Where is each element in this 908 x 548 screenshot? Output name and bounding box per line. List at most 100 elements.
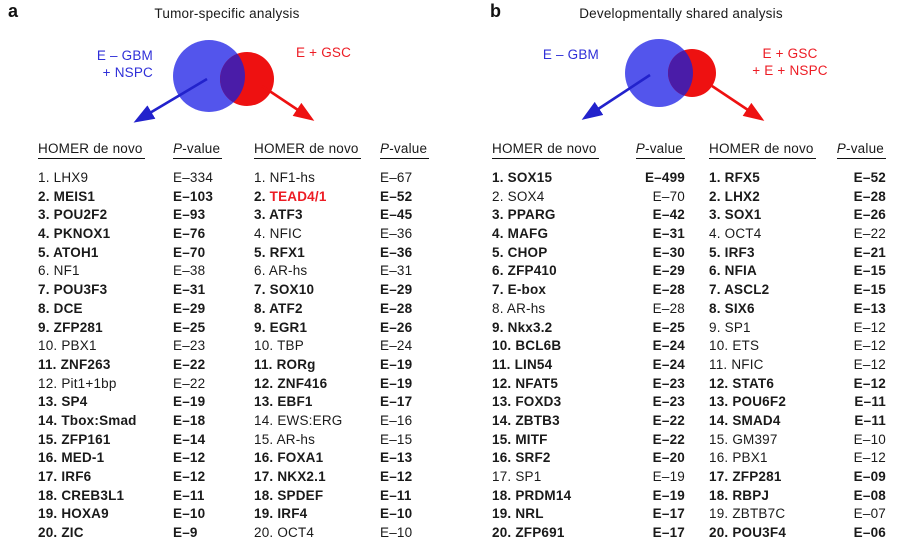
motif-label: SPDEF <box>277 487 324 503</box>
motif-rank: 12. <box>709 375 733 391</box>
table-row: 18. CREB3L1 E–11 <box>38 487 235 506</box>
motif-name: 20. OCT4 <box>254 524 380 543</box>
motif-rank: 6. <box>254 263 269 279</box>
motif-name: 12. ZNF416 <box>254 375 380 394</box>
motif-name: 17. SP1 <box>492 468 617 487</box>
table-row: 1. NF1-hs E–67 <box>254 169 442 188</box>
motif-rank: 7. <box>492 282 508 298</box>
motif-label: ZFP281 <box>53 319 103 335</box>
motif-rank: 12. <box>254 375 278 391</box>
motif-name: 6. NF1 <box>38 262 173 281</box>
p-value: E–14 <box>173 431 206 447</box>
venn-right-label: E + GSC <box>296 44 351 61</box>
homer-header: HOMER de novo <box>709 141 816 159</box>
motif-rank: 6. <box>709 263 725 279</box>
table-row: 3. PPARG E–42 <box>492 206 685 225</box>
motif-name: 7. SOX10 <box>254 281 380 300</box>
table-row: 3. ATF3 E–45 <box>254 206 442 225</box>
motif-name: 10. PBX1 <box>38 337 173 356</box>
motif-label: ZBTB7C <box>732 506 786 522</box>
p-value: E–70 <box>173 244 206 260</box>
motif-name: 17. IRF6 <box>38 468 173 487</box>
pvalue-header: P-value <box>635 141 685 159</box>
p-value: E–23 <box>652 394 685 410</box>
p-value: E–18 <box>173 412 206 428</box>
motif-name: 8. SIX6 <box>709 300 834 319</box>
motif-rank: 17. <box>38 469 62 484</box>
venn-label-line: + NSPC <box>102 65 153 80</box>
motif-name: 17. ZFP281 <box>709 468 834 487</box>
venn-label-line: E – GBM <box>96 48 153 63</box>
table-row: 14. EWS:ERG E–16 <box>254 412 442 431</box>
table-row: 17. NKX2.1 E–12 <box>254 468 442 487</box>
motif-label: SP1 <box>724 319 751 335</box>
p-value: E–26 <box>853 207 886 223</box>
motif-name: 11. RORg <box>254 356 380 375</box>
p-value: E–11 <box>380 487 412 503</box>
motif-label: FOXA1 <box>277 450 324 466</box>
overlap-region <box>220 52 245 106</box>
motif-label: TEAD4/1 <box>269 188 327 204</box>
red-arrow <box>711 84 765 121</box>
table-row: 13. FOXD3 E–23 <box>492 393 685 412</box>
motif-label: NF1-hs <box>269 170 316 185</box>
table-rows: 1. SOX15 E–499 2. SOX4 E–70 3. PPARG E–42 4. M… <box>492 169 685 543</box>
motif-label: FOXD3 <box>515 394 562 410</box>
motif-label: ZFP161 <box>61 431 111 447</box>
motif-rank: 14. <box>254 412 278 428</box>
table-row: 11. LIN54 E–24 <box>492 356 685 375</box>
p-value: E–13 <box>380 450 413 466</box>
motif-rank: 12. <box>492 375 516 391</box>
motif-label: AR-hs <box>506 300 546 316</box>
p-value: E–12 <box>853 375 886 391</box>
motif-rank: 17. <box>492 469 516 484</box>
motif-label: ATF3 <box>269 207 303 223</box>
motif-name: 9. ZFP281 <box>38 319 173 338</box>
table-row: 19. NRL E–17 <box>492 505 685 524</box>
motif-rank: 16. <box>254 450 278 466</box>
table-row: 5. RFX1 E–36 <box>254 244 442 263</box>
motif-rank: 15. <box>38 431 62 447</box>
p-value: E–09 <box>853 469 886 484</box>
venn-right-label: E + GSC + E + NSPC <box>746 45 834 79</box>
motif-rank: 19. <box>709 506 733 522</box>
motif-rank: 19. <box>254 506 278 522</box>
table-row: 17. ZFP281 E–09 <box>709 468 886 487</box>
homer-header: HOMER de novo <box>254 141 361 159</box>
motif-name: 15. AR-hs <box>254 431 380 450</box>
motif-rank: 11. <box>254 356 277 372</box>
motif-rank: 2. <box>38 188 54 204</box>
table-header: HOMER de novo P-value <box>254 141 442 163</box>
p-value: E–334 <box>173 170 214 185</box>
table-row: 2. LHX2 E–28 <box>709 188 886 207</box>
motif-label: RBPJ <box>732 487 770 503</box>
p-value: E–28 <box>652 300 685 316</box>
motif-name: 11. LIN54 <box>492 356 617 375</box>
motif-rank: 10. <box>492 338 516 354</box>
motif-rank: 3. <box>254 207 270 223</box>
motif-rank: 13. <box>38 394 62 410</box>
table-row: 16. SRF2 E–20 <box>492 449 685 468</box>
motif-rank: 1. <box>38 170 54 185</box>
table-row: 11. RORg E–19 <box>254 356 442 375</box>
p-value: E–31 <box>173 282 206 298</box>
table-row: 12. NFAT5 E–23 <box>492 375 685 394</box>
motif-name: 1. SOX15 <box>492 169 617 188</box>
motif-rank: 6. <box>492 263 508 279</box>
table-row: 7. SOX10 E–29 <box>254 281 442 300</box>
table-row: 19. HOXA9 E–10 <box>38 505 235 524</box>
table-row: 17. IRF6 E–12 <box>38 468 235 487</box>
table-row: 3. POU2F2 E–93 <box>38 206 235 225</box>
motif-name: 14. SMAD4 <box>709 412 834 431</box>
motif-rank: 18. <box>492 487 516 503</box>
p-value: E–93 <box>173 207 206 223</box>
motif-rank: 9. <box>709 319 725 335</box>
motif-label: E-box <box>507 282 547 298</box>
motif-rank: 20. <box>492 525 516 541</box>
table-row: 4. NFIC E–36 <box>254 225 442 244</box>
motif-name: 13. SP4 <box>38 393 173 412</box>
motif-label: BCL6B <box>515 338 562 354</box>
p-value: E–29 <box>652 263 685 279</box>
motif-label: Tbox:Smad <box>61 412 137 428</box>
motif-rank: 16. <box>709 450 733 466</box>
